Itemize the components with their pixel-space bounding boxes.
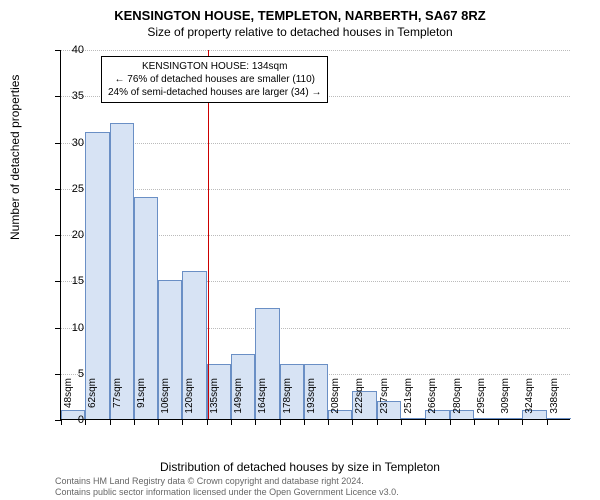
x-tick-label: 106sqm (160, 378, 171, 428)
x-tick (474, 419, 475, 425)
x-axis-label: Distribution of detached houses by size … (0, 460, 600, 474)
x-tick-label: 222sqm (354, 378, 365, 428)
x-tick-label: 280sqm (452, 378, 463, 428)
x-tick-label: 295sqm (476, 378, 487, 428)
x-tick-label: 62sqm (87, 378, 98, 428)
x-tick (231, 419, 232, 425)
x-tick (207, 419, 208, 425)
x-tick-label: 237sqm (379, 378, 390, 428)
x-tick-label: 77sqm (112, 378, 123, 428)
y-axis-label: Number of detached properties (8, 75, 22, 240)
y-tick-label: 40 (54, 44, 84, 56)
plot-area: KENSINGTON HOUSE: 134sqm← 76% of detache… (60, 50, 570, 420)
y-tick-label: 30 (54, 137, 84, 149)
x-tick (134, 419, 135, 425)
x-tick-label: 48sqm (63, 378, 74, 428)
x-tick (304, 419, 305, 425)
x-tick (450, 419, 451, 425)
reference-line (208, 50, 209, 419)
grid-line (61, 50, 570, 51)
x-tick (328, 419, 329, 425)
x-tick-label: 91sqm (136, 378, 147, 428)
annotation-line: 24% of semi-detached houses are larger (… (108, 86, 321, 99)
page-title: KENSINGTON HOUSE, TEMPLETON, NARBERTH, S… (0, 0, 600, 23)
x-tick-label: 149sqm (233, 378, 244, 428)
annotation-line: ← 76% of detached houses are smaller (11… (108, 73, 321, 86)
page-subtitle: Size of property relative to detached ho… (0, 23, 600, 39)
annotation-line: KENSINGTON HOUSE: 134sqm (108, 60, 321, 73)
x-tick (110, 419, 111, 425)
x-tick-label: 164sqm (257, 378, 268, 428)
y-tick-label: 10 (54, 322, 84, 334)
x-tick (158, 419, 159, 425)
chart-area: KENSINGTON HOUSE: 134sqm← 76% of detache… (60, 50, 570, 420)
y-tick-label: 25 (54, 183, 84, 195)
x-tick-label: 120sqm (184, 378, 195, 428)
x-tick-label: 266sqm (427, 378, 438, 428)
x-tick (547, 419, 548, 425)
annotation-box: KENSINGTON HOUSE: 134sqm← 76% of detache… (101, 56, 328, 103)
footer-line-1: Contains HM Land Registry data © Crown c… (55, 476, 399, 487)
x-tick-label: 309sqm (500, 378, 511, 428)
y-tick-label: 20 (54, 229, 84, 241)
histogram-bar (85, 132, 109, 419)
footer-attribution: Contains HM Land Registry data © Crown c… (55, 476, 399, 498)
x-tick-label: 135sqm (209, 378, 220, 428)
x-tick-label: 251sqm (403, 378, 414, 428)
x-tick-label: 324sqm (524, 378, 535, 428)
x-tick-label: 208sqm (330, 378, 341, 428)
x-tick (498, 419, 499, 425)
histogram-bar (110, 123, 134, 419)
x-tick-label: 193sqm (306, 378, 317, 428)
y-tick-label: 35 (54, 90, 84, 102)
grid-line (61, 189, 570, 190)
grid-line (61, 143, 570, 144)
footer-line-2: Contains public sector information licen… (55, 487, 399, 498)
x-tick-label: 178sqm (282, 378, 293, 428)
x-tick (377, 419, 378, 425)
x-tick-label: 338sqm (549, 378, 560, 428)
y-tick-label: 15 (54, 275, 84, 287)
x-tick (280, 419, 281, 425)
x-tick (401, 419, 402, 425)
